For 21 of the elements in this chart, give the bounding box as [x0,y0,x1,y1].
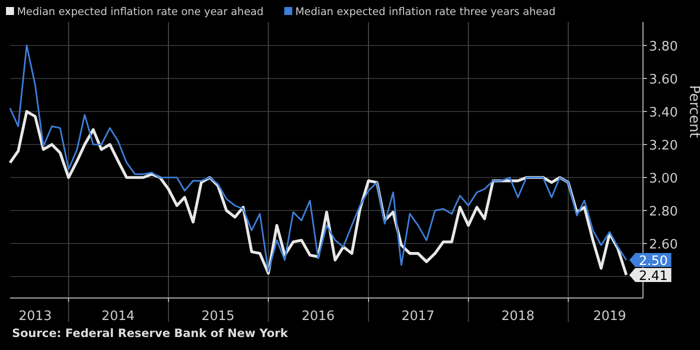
y-tick-label: 2.80 [649,204,678,220]
data-label: 2.50 [638,254,668,270]
line-series [9,44,628,272]
y-axis-title: Percent [686,85,700,138]
legend-label: Median expected inflation rate one year ahead [17,6,264,18]
x-tick-label: 2019 [593,309,626,324]
y-tick-label: 3.20 [649,138,678,154]
x-tick-label: 2018 [501,309,534,324]
source-note: Source: Federal Reserve Bank of New York [12,326,288,340]
x-tick-label: 2015 [201,309,235,324]
y-tick-label: 3.40 [649,105,678,120]
data-label: 2.41 [638,269,668,284]
y-tick-label: 3.60 [649,72,678,88]
x-tick-label: 2017 [401,309,435,324]
legend-label: Median expected inflation rate three years ahead [295,6,556,18]
y-tick-label: 3.80 [649,39,678,54]
x-tick-label: 2013 [18,309,52,324]
y-tick-label: 3.00 [649,172,678,187]
x-tick-label: 2014 [102,309,135,324]
x-tick-label: 2016 [302,309,335,324]
y-tick-label: 2.60 [649,238,678,253]
